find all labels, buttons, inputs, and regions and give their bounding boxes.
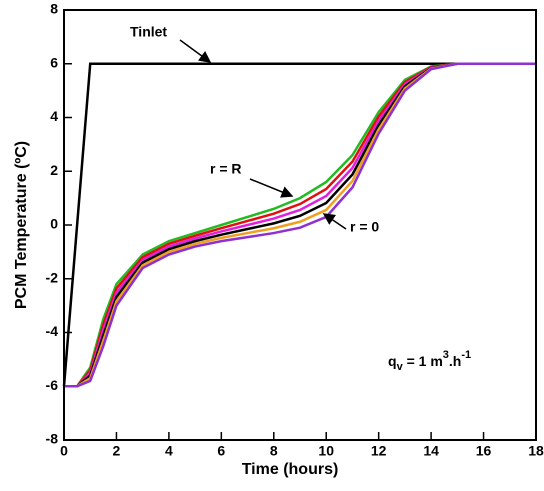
series-line: [64, 62, 536, 388]
y-tick-label: 2: [50, 162, 58, 178]
series-line: [62, 62, 536, 387]
x-tick-label: 12: [371, 443, 387, 459]
x-tick-label: 18: [528, 443, 544, 459]
y-axis-label: PCM Temperature (ºC): [13, 141, 30, 309]
y-tick-label: -6: [46, 377, 59, 393]
annotation: r = R: [210, 161, 242, 177]
x-tick-label: 10: [318, 443, 334, 459]
y-tick-label: 0: [50, 216, 58, 232]
x-tick-label: 0: [60, 443, 68, 459]
series-line: [64, 62, 536, 388]
series-line: [64, 62, 536, 388]
annotation: r = 0: [350, 219, 379, 235]
x-tick-label: 6: [217, 443, 225, 459]
plot-frame: [63, 9, 537, 441]
y-tick-label: 6: [50, 54, 58, 70]
y-tick-label: -4: [46, 323, 59, 339]
y-tick-label: -8: [46, 431, 59, 447]
x-tick-label: 2: [113, 443, 121, 459]
y-tick-label: 8: [50, 1, 58, 17]
arrow: [179, 39, 212, 63]
x-tick-label: 14: [423, 443, 439, 459]
y-tick-label: 4: [50, 108, 58, 124]
series-line: [64, 62, 536, 388]
x-tick-label: 8: [270, 443, 278, 459]
x-axis-label: Time (hours): [242, 461, 339, 478]
series-label: Tinlet: [130, 24, 167, 40]
flow-label-part: = 1 m: [403, 353, 443, 369]
series-line: [64, 62, 536, 388]
x-tick-label: 16: [476, 443, 492, 459]
y-tick-label: -2: [46, 269, 59, 285]
flow-label-part: q: [388, 353, 397, 369]
flow-label-part: v: [397, 361, 404, 373]
arrow: [322, 213, 347, 230]
flow-label-part: -1: [461, 349, 471, 361]
flow-label-part: 3: [443, 349, 449, 361]
flow-label: qv = 1 m3.h-1: [388, 349, 471, 373]
x-tick-label: 4: [165, 443, 173, 459]
flow-label-part: .h: [449, 353, 461, 369]
arrow: [249, 178, 294, 198]
series-line: [64, 62, 536, 388]
